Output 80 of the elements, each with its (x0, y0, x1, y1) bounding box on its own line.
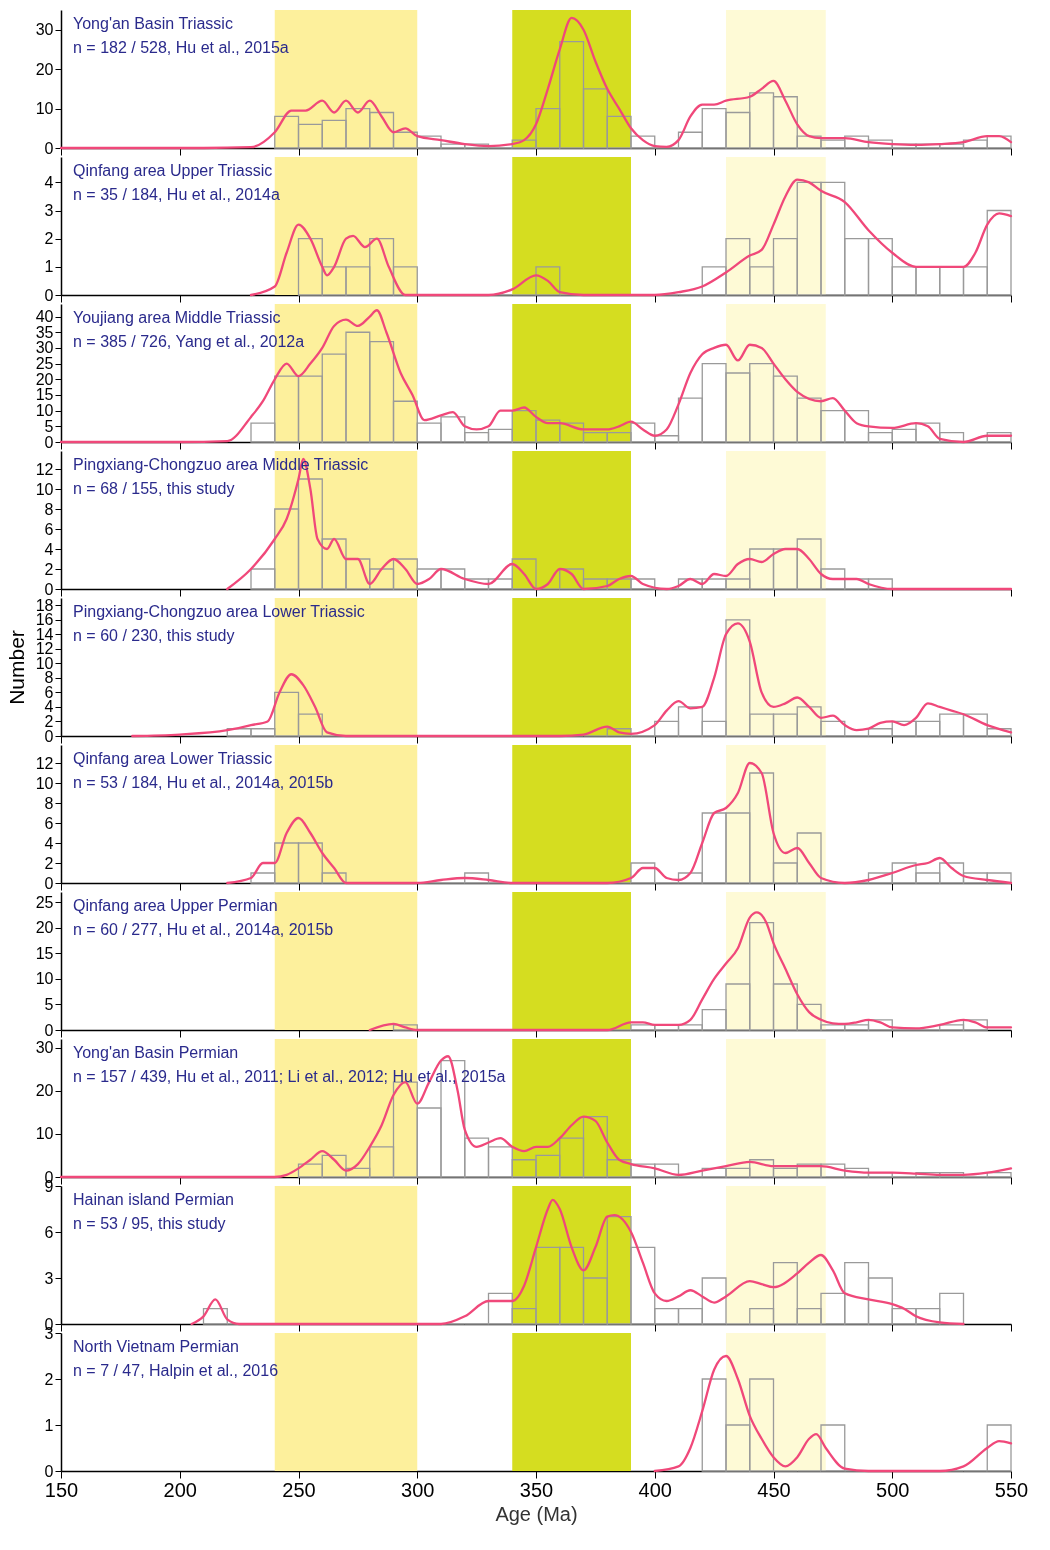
y-tick-label: 5 (44, 995, 54, 1013)
line-series (131, 622, 1013, 738)
y-tick-label: 0 (44, 433, 54, 451)
y-tick-label: 10 (35, 402, 54, 420)
y-tick-label: 1 (44, 1416, 54, 1434)
y-tick-label: 8 (44, 500, 54, 518)
y-tick-label: 10 (35, 1125, 54, 1143)
y-tick-label: 0 (44, 286, 54, 304)
x-tick-label: 200 (163, 1478, 197, 1501)
y-tick-label: 0 (44, 580, 54, 598)
x-tick-label: 350 (519, 1478, 554, 1501)
line-series (368, 911, 1013, 1032)
y-tick-label: 25 (35, 355, 54, 373)
y-tick-label: 3 (44, 1269, 54, 1287)
text: n = 7 / 47, Halpin et al., 2016 (73, 1362, 279, 1379)
y-tick-label: 35 (35, 323, 54, 341)
chart-title: Yong'an Basin Permian (73, 1044, 239, 1061)
chart-title: Yong'an Basin Triassic (73, 15, 233, 32)
x-tick-label: 400 (638, 1478, 672, 1501)
y-tick-label: 4 (44, 540, 54, 558)
line-series (653, 1354, 1013, 1473)
y-tick-label: 6 (44, 814, 54, 832)
y-tick-label: 5 (44, 417, 54, 435)
y-tick-label: 18 (35, 596, 54, 614)
y-tick-label: 2 (44, 1370, 54, 1388)
y-tick-label: 20 (35, 60, 54, 78)
x-tick-label: 250 (282, 1478, 316, 1501)
y-tick-label: 0 (44, 1462, 54, 1480)
text: n = 53 / 95, this study (73, 1215, 226, 1232)
y-tick-label: 30 (35, 339, 54, 357)
y-tick-label: 30 (35, 1039, 54, 1057)
text: n = 53 / 184, Hu et al., 2014a, 2015b (73, 774, 334, 791)
y-tick-label: 2 (44, 854, 54, 872)
y-tick-label: 0 (44, 727, 54, 745)
chart-title: Youjiang area Middle Triassic (73, 309, 281, 326)
y-tick-label: 0 (44, 1021, 54, 1039)
text: n = 60 / 230, this study (73, 627, 235, 644)
y-tick-label: 2 (44, 230, 54, 248)
chart-title: Qinfang area Upper Triassic (73, 162, 273, 179)
x-axis-title: Age (Ma) (495, 1502, 578, 1525)
y-tick-label: 4 (44, 173, 54, 191)
y-tick-label: 12 (35, 754, 54, 772)
x-tick-label: 450 (757, 1478, 791, 1501)
y-tick-label: 6 (44, 1223, 54, 1241)
text: n = 68 / 155, this study (73, 480, 235, 497)
y-tick-label: 10 (35, 100, 54, 118)
y-tick-label: 20 (35, 1082, 54, 1100)
text: n = 35 / 184, Hu et al., 2014a (73, 186, 280, 203)
y-tick-label: 40 (35, 308, 54, 326)
y-tick-label: 8 (44, 794, 54, 812)
text: n = 182 / 528, Hu et al., 2015a (73, 39, 289, 56)
chart-title: Qinfang area Lower Triassic (73, 750, 273, 767)
x-tick-label: 550 (994, 1478, 1029, 1501)
y-tick-label: 4 (44, 834, 54, 852)
x-tick-label: 300 (401, 1478, 435, 1501)
chart-title: Qinfang area Upper Permian (73, 897, 278, 914)
y-tick-label: 0 (44, 139, 54, 157)
y-tick-label: 10 (35, 480, 54, 498)
text: n = 385 / 726, Yang et al., 2012a (73, 333, 305, 350)
text: n = 60 / 277, Hu et al., 2014a, 2015b (73, 921, 334, 938)
y-tick-label: 1 (44, 258, 54, 276)
y-tick-label: 12 (35, 460, 54, 478)
chart-title: Pingxiang-Chongzuo area Lower Triassic (73, 603, 365, 620)
y-tick-label: 20 (35, 370, 54, 388)
y-tick-label: 15 (35, 386, 54, 404)
y-tick-label: 0 (44, 874, 54, 892)
chart-title: Hainan island Permian (73, 1191, 234, 1208)
y-tick-label: 3 (44, 202, 54, 220)
y-tick-label: 30 (35, 21, 54, 39)
y-tick-label: 2 (44, 560, 54, 578)
y-tick-label: 25 (35, 893, 54, 911)
y-tick-label: 6 (44, 520, 54, 538)
x-tick-label: 500 (876, 1478, 910, 1501)
chart-title: North Vietnam Permian (73, 1338, 239, 1355)
y-axis-title: Number (4, 630, 28, 705)
y-tick-label: 10 (35, 774, 54, 792)
y-tick-label: 10 (35, 970, 54, 988)
x-tick-label: 150 (44, 1478, 79, 1501)
y-tick-label: 15 (35, 944, 54, 962)
y-tick-label: 20 (35, 919, 54, 937)
